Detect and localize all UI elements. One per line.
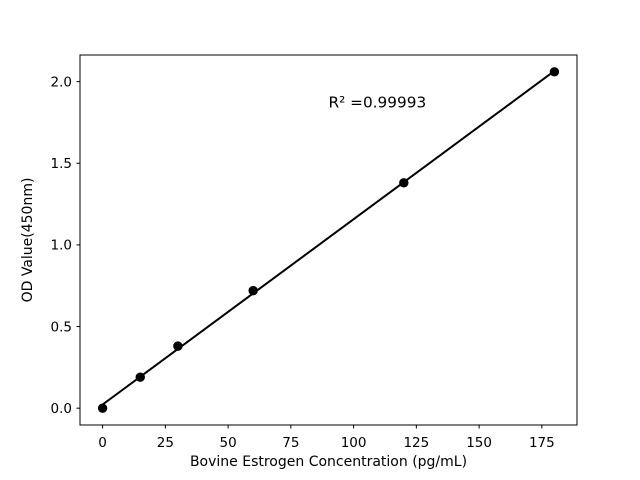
x-tick-label: 150 [466,435,492,451]
y-tick-label: 1.0 [51,238,72,254]
x-tick-label: 50 [220,435,237,451]
data-point-marker [173,341,183,351]
x-tick-label: 75 [282,435,299,451]
x-axis-label: Bovine Estrogen Concentration (pg/mL) [190,454,467,470]
x-tick-label: 175 [529,435,555,451]
x-tick-label: 100 [341,435,367,451]
data-point-marker [135,372,145,382]
data-point-marker [97,403,108,413]
plot-border [79,54,578,426]
data-point-marker [549,67,560,77]
x-tick-label: 0 [98,435,107,451]
y-axis-label: OD Value(450nm) [20,178,36,303]
y-tick-label: 0.5 [51,319,72,335]
data-point-marker [248,285,258,296]
x-tick-label: 25 [157,435,174,451]
y-tick-label: 0.0 [51,401,72,417]
data-point-marker [399,178,409,188]
r-squared-annotation: R² =0.99993 [329,94,427,112]
y-tick-label: 2.0 [51,74,72,90]
y-tick-label: 1.5 [51,156,72,172]
plot-area: 0 25 50 75 100 125 150 175 0.0 0.5 1.0 1.5 2.0 [51,54,578,451]
x-tick-label: 125 [403,435,429,451]
fit-line [101,70,556,406]
